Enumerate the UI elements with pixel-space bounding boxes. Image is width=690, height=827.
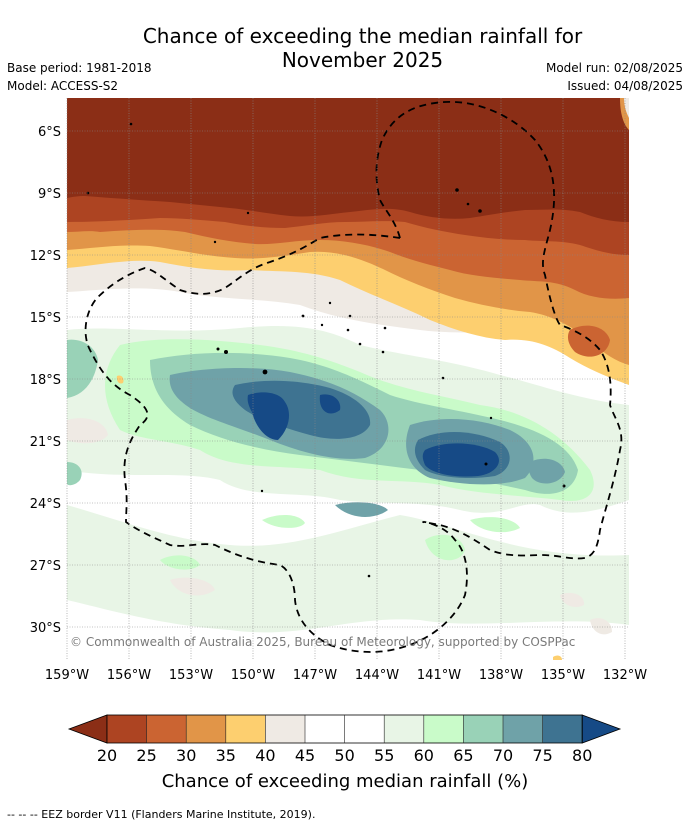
rainfall-field	[67, 98, 629, 660]
colorbar-label: Chance of exceeding median rainfall (%)	[161, 771, 529, 792]
area-85-plus	[319, 394, 341, 414]
base-period: Base period: 1981-2018	[7, 61, 152, 75]
area-65-70	[470, 517, 520, 533]
lon-label: 147°W	[293, 668, 337, 683]
colorbar-segment	[305, 715, 345, 743]
area-75-80	[335, 502, 388, 517]
colorbar-tick: 25	[136, 746, 156, 765]
meta-left: Base period: 1981-2018 Model: ACCESS-S2	[7, 59, 152, 95]
lat-label: 30°S	[30, 621, 61, 636]
colorbar-min-arrow	[67, 714, 108, 744]
area-75-80	[528, 458, 565, 484]
colorbar-tick: 60	[414, 746, 434, 765]
model-run: Model run: 02/08/2025	[545, 61, 683, 75]
area-85-plus	[247, 392, 290, 440]
latitude-labels: 6°S 9°S 12°S 15°S 18°S 21°S 24°S 27°S 30…	[30, 125, 61, 636]
lat-label: 24°S	[30, 497, 61, 512]
colorbar-tick: 70	[493, 746, 513, 765]
graticule	[66, 98, 629, 660]
lat-label: 12°S	[30, 249, 61, 264]
area-45-50	[67, 418, 108, 444]
colorbar-segment	[423, 715, 464, 743]
lon-label: 159°W	[45, 668, 89, 683]
colorbar: 20 25 30 35 40 45 50 55 60 65 70 75 80	[67, 714, 622, 765]
lon-label: 156°W	[107, 668, 151, 683]
colorbar-tick: 65	[453, 746, 473, 765]
area-60-65	[67, 505, 629, 633]
eez-legend-note: -- -- -- EEZ border V11 (Flanders Marine…	[7, 808, 316, 821]
area-65-70	[160, 555, 200, 570]
area-40-45	[553, 655, 562, 660]
area-45-50	[560, 592, 585, 607]
colorbar-segment	[225, 715, 266, 743]
meta-right: Model run: 02/08/2025 Issued: 04/08/2025	[546, 59, 683, 95]
colorbar-tick: 50	[334, 746, 354, 765]
lat-label: 21°S	[30, 435, 61, 450]
area-70-75	[67, 339, 98, 398]
colorbar-tick: 80	[572, 746, 592, 765]
lat-label: 6°S	[38, 125, 61, 140]
lon-label: 144°W	[355, 668, 399, 683]
colorbar-max-arrow	[581, 714, 622, 744]
colorbar-tick: 20	[97, 746, 117, 765]
colorbar-segment	[265, 715, 305, 743]
colorbar-segment	[503, 715, 543, 743]
area-70-75	[67, 462, 82, 486]
colorbar-segment	[107, 715, 147, 743]
colorbar-tick: 45	[295, 746, 315, 765]
lon-label: 150°W	[231, 668, 275, 683]
colorbar-tick: 35	[216, 746, 236, 765]
colorbar-segment	[186, 715, 226, 743]
colorbar-tick: 40	[255, 746, 275, 765]
colorbar-segment	[542, 715, 583, 743]
area-45-50	[170, 577, 215, 596]
rainfall-map: © Commonwealth of Australia 2025, Bureau…	[30, 98, 647, 765]
lat-label: 15°S	[30, 311, 61, 326]
model-name: Model: ACCESS-S2	[7, 79, 119, 93]
lat-label: 27°S	[30, 559, 61, 574]
colorbar-tick: 55	[374, 746, 394, 765]
lon-label: 132°W	[603, 668, 647, 683]
area-under-20	[67, 98, 629, 222]
copyright-notice: © Commonwealth of Australia 2025, Bureau…	[70, 635, 575, 649]
colorbar-segment	[146, 715, 187, 743]
area-40-45	[116, 375, 124, 384]
longitude-labels: 159°W 156°W 153°W 150°W 147°W 144°W 141°…	[45, 668, 647, 683]
area-45-50	[590, 618, 612, 635]
area-85-plus	[422, 443, 499, 477]
lon-label: 141°W	[417, 668, 461, 683]
eez-border	[84, 101, 623, 653]
lon-label: 135°W	[541, 668, 585, 683]
colorbar-segment	[463, 715, 503, 743]
issued-date: Issued: 04/08/2025	[567, 79, 683, 93]
map-title: Chance of exceeding the median rainfall …	[0, 24, 690, 72]
colorbar-segment	[344, 715, 385, 743]
island-markers	[86, 122, 566, 578]
colorbar-segment	[384, 715, 424, 743]
colorbar-tick: 75	[532, 746, 552, 765]
title-line-1: Chance of exceeding the median rainfall …	[142, 24, 583, 48]
lat-label: 18°S	[30, 373, 61, 388]
area-65-70	[262, 514, 305, 528]
title-line-2: November 2025	[281, 48, 444, 72]
lon-label: 153°W	[169, 668, 213, 683]
colorbar-tick: 30	[176, 746, 196, 765]
lon-label: 138°W	[479, 668, 523, 683]
lat-label: 9°S	[38, 187, 61, 202]
